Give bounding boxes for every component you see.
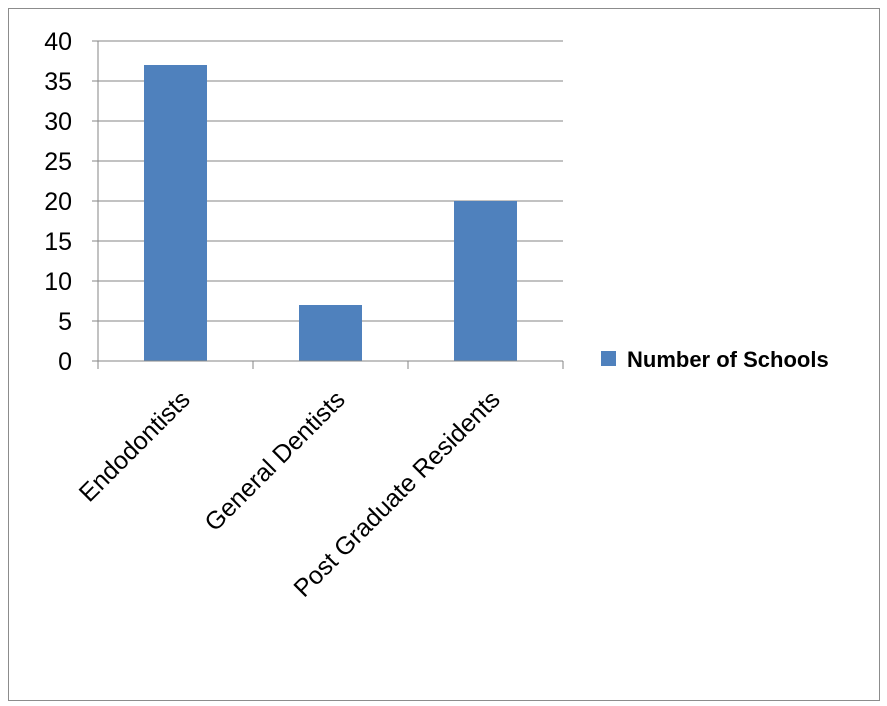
axes bbox=[92, 40, 564, 369]
bar-endodontists bbox=[144, 65, 207, 361]
y-tick-label: 40 bbox=[44, 28, 72, 56]
y-tick-label: 20 bbox=[44, 188, 72, 216]
y-tick-label: 10 bbox=[44, 268, 72, 296]
bars bbox=[144, 65, 517, 361]
legend-swatch bbox=[601, 351, 616, 366]
y-tick-label: 25 bbox=[44, 148, 72, 176]
legend: Number of Schools bbox=[601, 347, 829, 372]
x-tick-label: General Dentists bbox=[199, 385, 350, 536]
bar-post-graduate-residents bbox=[454, 201, 517, 361]
y-tick-label: 15 bbox=[44, 228, 72, 256]
y-tick-label: 35 bbox=[44, 68, 72, 96]
x-tick-label: Endodontists bbox=[74, 385, 196, 507]
y-tick-label: 30 bbox=[44, 108, 72, 136]
y-tick-label: 5 bbox=[58, 308, 72, 336]
y-tick-labels: 0 5 10 15 20 25 30 35 40 bbox=[44, 28, 72, 376]
bar-general-dentists bbox=[299, 305, 362, 361]
y-tick-label: 0 bbox=[58, 348, 72, 376]
legend-label: Number of Schools bbox=[627, 347, 829, 372]
